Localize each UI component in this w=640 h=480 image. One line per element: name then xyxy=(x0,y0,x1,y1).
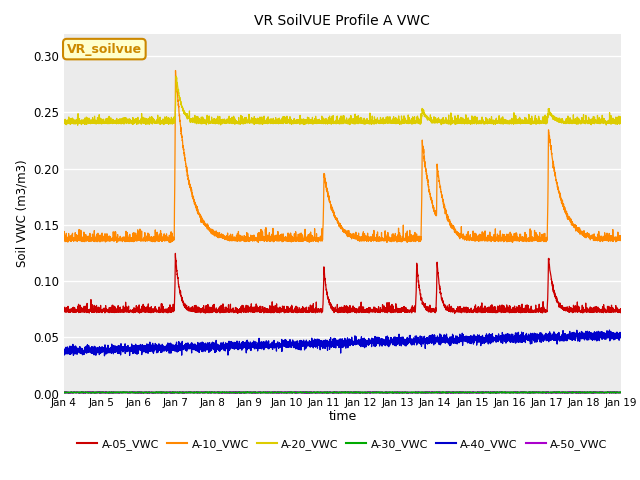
Y-axis label: Soil VWC (m3/m3): Soil VWC (m3/m3) xyxy=(16,160,29,267)
Text: VR_soilvue: VR_soilvue xyxy=(67,43,142,56)
Legend: A-05_VWC, A-10_VWC, A-20_VWC, A-30_VWC, A-40_VWC, A-50_VWC: A-05_VWC, A-10_VWC, A-20_VWC, A-30_VWC, … xyxy=(73,435,612,455)
X-axis label: time: time xyxy=(328,410,356,423)
Title: VR SoilVUE Profile A VWC: VR SoilVUE Profile A VWC xyxy=(255,14,430,28)
